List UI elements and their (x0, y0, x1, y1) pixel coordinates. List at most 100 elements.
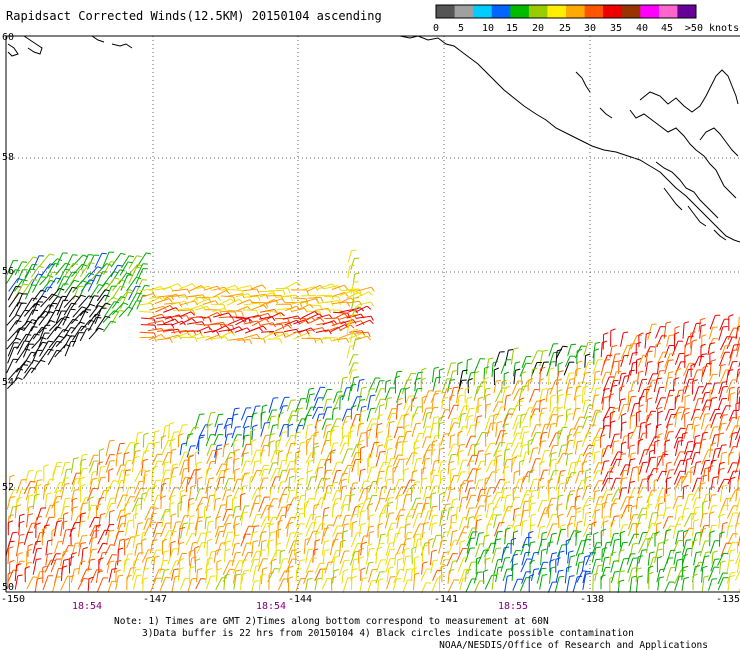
wind-barb (699, 529, 702, 546)
wind-barb-flag (16, 563, 22, 566)
wind-barb-flag (728, 369, 734, 372)
wind-barb-flag (619, 579, 625, 582)
wind-barb (717, 445, 723, 459)
wind-barb (128, 286, 137, 301)
wind-barb-flag (308, 459, 314, 462)
wind-barb (152, 568, 160, 583)
wind-barb-flag (610, 410, 616, 414)
wind-barb (294, 469, 297, 483)
wind-barb-flag (692, 379, 698, 382)
wind-barb (241, 461, 247, 473)
wind-barb (283, 328, 297, 333)
wind-barb-flag (109, 439, 115, 442)
wind-barb (140, 324, 155, 326)
wind-barb-flag (65, 528, 71, 531)
wind-barb-flag (118, 486, 124, 489)
wind-barb-flag (80, 294, 86, 298)
wind-barb (206, 444, 212, 456)
wind-barb-flag (349, 264, 355, 267)
wind-barb-flag (497, 566, 503, 569)
wind-barb (422, 408, 427, 421)
wind-barb (494, 387, 503, 403)
wind-barb (268, 289, 284, 292)
wind-barb (564, 414, 569, 428)
wind-barb-flag (389, 512, 395, 514)
wind-barb (260, 505, 268, 519)
wind-barb (520, 544, 525, 556)
wind-barb (392, 454, 399, 467)
wind-barb (258, 550, 262, 566)
wind-barb (60, 478, 65, 493)
wind-barb-flag (462, 577, 468, 579)
wind-barb-flag (683, 576, 690, 579)
wind-barb (512, 388, 520, 401)
wind-barb (136, 285, 146, 301)
wind-barb-flag (690, 331, 696, 334)
wind-barb-flag (700, 317, 706, 321)
wind-barb-flag (512, 563, 519, 566)
wind-barb-flag (477, 385, 483, 388)
wind-barb-flag (648, 565, 654, 569)
wind-barb (546, 498, 552, 513)
wind-barb (725, 417, 733, 431)
wind-barb (410, 485, 413, 502)
wind-barb (338, 473, 344, 486)
wind-barb-flag (66, 468, 72, 471)
wind-barb (698, 476, 703, 492)
wind-barb-flag (175, 521, 181, 523)
wind-barb-flag (397, 558, 403, 561)
wind-barb (584, 470, 587, 484)
wind-barb-flag (561, 444, 567, 446)
legend-label-10: 10 (482, 23, 494, 34)
wind-barb-flag (629, 480, 636, 483)
wind-barb (727, 462, 733, 474)
wind-barb-flag (433, 559, 439, 562)
wind-barb-flag (82, 547, 88, 550)
wind-barb-flag (411, 546, 417, 550)
wind-barb (270, 450, 276, 464)
wind-barb-flag (432, 422, 438, 425)
wind-barb (449, 561, 453, 574)
wind-barb (356, 301, 372, 306)
wind-barb-flag (370, 394, 376, 397)
wind-barb (251, 325, 264, 331)
coastline (7, 35, 740, 243)
wind-barb (610, 408, 615, 420)
wind-barb (618, 488, 623, 500)
wind-barb (725, 379, 733, 393)
wind-barb-flag (654, 439, 660, 443)
wind-barb-flag (315, 515, 321, 518)
wind-barb (333, 391, 338, 403)
wind-barb-flag (647, 414, 653, 417)
wind-barb-flag (194, 545, 200, 549)
wind-barb-flag (483, 569, 489, 573)
wind-barb (491, 507, 494, 520)
wind-barb-flag (209, 494, 215, 497)
wind-barb (222, 489, 227, 501)
wind-barb (539, 575, 543, 590)
wind-barb-flag (404, 413, 410, 417)
wind-barb-flag (100, 465, 106, 468)
wind-barb-flag (83, 310, 89, 314)
wind-barb-flag (164, 569, 170, 571)
wind-barb (120, 274, 128, 291)
wind-barb (493, 515, 497, 529)
wind-barb-flag (142, 458, 149, 462)
wind-barb-flag (397, 403, 403, 406)
wind-barb-flag (369, 530, 375, 534)
wind-barb-flag (228, 312, 233, 318)
wind-barb (97, 529, 106, 545)
wind-barb (240, 513, 244, 527)
wind-barb-flag (395, 552, 401, 555)
wind-barb-flag (548, 503, 553, 507)
wind-barb (522, 407, 530, 422)
wind-barb (260, 422, 266, 437)
wind-barb (529, 515, 532, 528)
wind-barb (438, 559, 445, 573)
wind-barb (375, 445, 379, 457)
wind-barb-flag (665, 494, 671, 497)
wind-barb (123, 442, 131, 455)
wind-barb (149, 285, 161, 291)
wind-barb (143, 521, 152, 537)
wind-barb (194, 463, 198, 476)
